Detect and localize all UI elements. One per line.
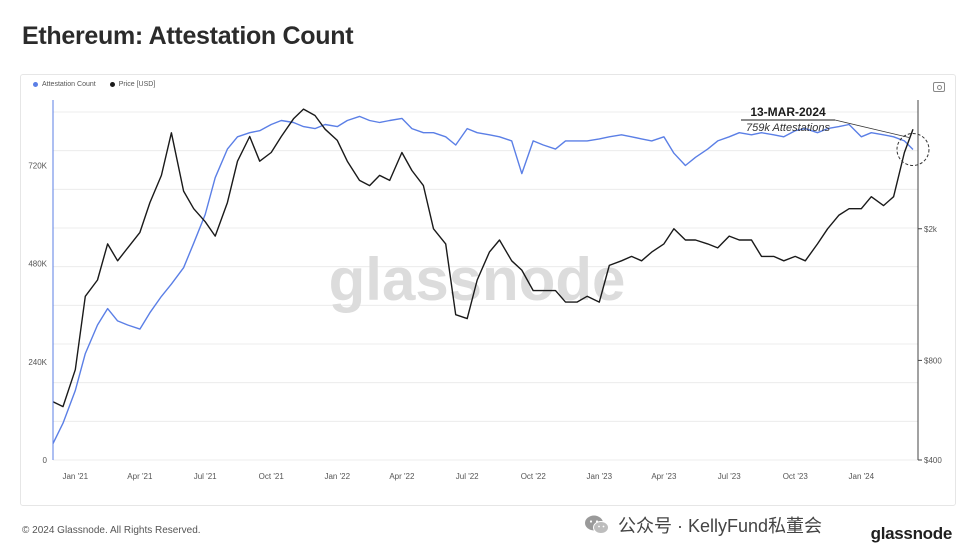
annotation-leader [834, 119, 910, 138]
annotation-date: 13-MAR-2024 [750, 105, 826, 119]
chart-legend: Attestation Count Price [USD] [33, 81, 155, 88]
legend-item-attestation[interactable]: Attestation Count [33, 81, 96, 88]
x-tick-label: Jul '22 [456, 472, 479, 481]
legend-label-attestation: Attestation Count [42, 81, 96, 88]
grid-layer [53, 111, 918, 461]
copyright: © 2024 Glassnode. All Rights Reserved. [22, 525, 201, 536]
legend-dot-attestation [33, 82, 38, 87]
y-right-tick-label: $2k [924, 225, 938, 234]
x-tick-label: Jan '24 [849, 472, 875, 481]
legend-dot-price [109, 82, 115, 87]
x-tick-label: Jan '21 [62, 472, 88, 481]
x-tick-label: Jul '21 [194, 472, 217, 481]
y-left-tick-label: 0 [43, 456, 48, 465]
y-right-tick-label: $400 [924, 456, 942, 465]
camera-icon[interactable] [933, 82, 945, 92]
y-left-tick-label: 480K [28, 260, 47, 269]
y-right-tick-label: $800 [924, 356, 942, 365]
x-tick-label: Jan '23 [587, 472, 613, 481]
x-tick-label: Apr '23 [651, 472, 677, 481]
annotation-circle [896, 133, 930, 166]
wechat-attribution: 公众号 · KellyFund私董会 [584, 512, 822, 538]
brand-logo: glassnode [870, 524, 953, 543]
annotation-value: 759k Attestations [746, 122, 830, 134]
wechat-icon [585, 515, 609, 534]
legend-item-price[interactable]: Price [USD] [109, 81, 156, 88]
x-tick-label: Oct '21 [259, 472, 285, 481]
annotation: 13-MAR-2024 759k Attestations [741, 105, 930, 166]
chart-card: Attestation Count Price [USD] [20, 74, 956, 506]
x-tick-label: Jan '22 [324, 472, 350, 481]
y-left-tick-label: 240K [28, 358, 47, 367]
series-layer [52, 108, 914, 444]
x-tick-label: Oct '22 [521, 472, 547, 481]
axis-layer: 0 240K 480K 720K $400 $800 $2k Jan '21 Apr '21 Ju… [28, 100, 942, 481]
x-tick-label: Apr '21 [127, 472, 153, 481]
x-tick-label: Apr '22 [389, 472, 415, 481]
x-tick-label: Jul '23 [718, 472, 741, 481]
page-title: Ethereum: Attestation Count [22, 22, 354, 50]
legend-label-price: Price [USD] [118, 81, 156, 88]
price-line [52, 108, 914, 408]
y-left-tick-label: 720K [28, 161, 47, 170]
wechat-label: 公众号 · KellyFund私董会 [618, 516, 823, 536]
x-tick-label: Oct '23 [783, 472, 809, 481]
attestation-count-line [52, 115, 914, 444]
